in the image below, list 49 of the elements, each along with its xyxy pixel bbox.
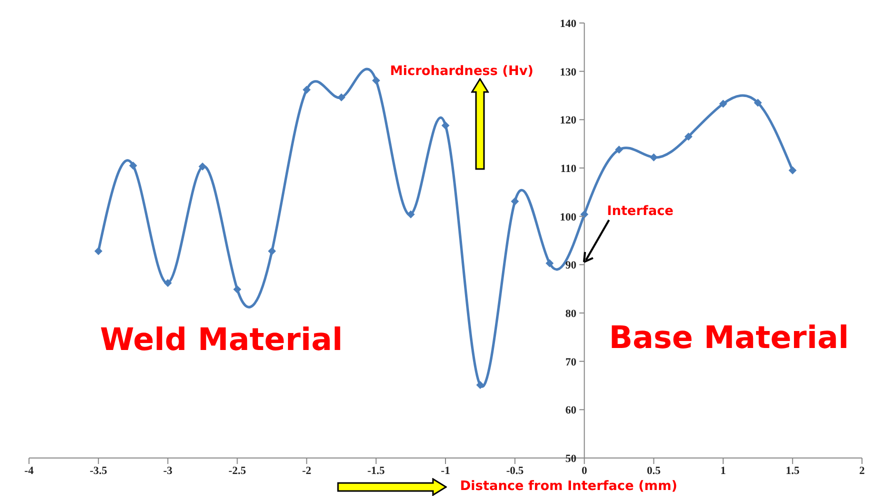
x-tick-label: -2: [302, 464, 312, 477]
x-tick-label: -1: [440, 464, 450, 477]
point: [442, 121, 450, 130]
y-tick-label: 90: [565, 260, 577, 272]
point: [546, 259, 554, 268]
y-tick-label: 110: [560, 163, 577, 175]
y-tick-label: 100: [560, 211, 577, 224]
x-tick-label: -2.5: [228, 464, 246, 477]
x-tick-label: -0.5: [506, 464, 524, 477]
point: [580, 210, 588, 218]
x-tick-label: 0.5: [646, 464, 662, 477]
y-axis-title: Microhardness (Hv): [390, 64, 534, 79]
point: [510, 197, 519, 206]
point: [372, 76, 380, 85]
x-tick-label: -1.5: [367, 464, 386, 477]
point: [476, 381, 484, 390]
point: [650, 153, 658, 162]
point: [302, 86, 311, 94]
point: [233, 285, 242, 294]
point: [615, 146, 624, 154]
point: [406, 210, 415, 218]
x-tick-label: 1: [720, 464, 726, 477]
point: [337, 93, 346, 102]
point: [164, 279, 172, 288]
x-tick-label: 2: [859, 464, 866, 477]
y-tick-label: 80: [565, 308, 577, 320]
y-tick-label: 130: [560, 66, 577, 78]
point: [129, 162, 138, 170]
point: [684, 132, 692, 141]
point: [754, 98, 762, 107]
x-tick-label: 1.5: [786, 464, 800, 477]
point: [94, 247, 102, 256]
point: [719, 100, 728, 108]
y-tick-label: 140: [560, 18, 577, 30]
point: [788, 166, 797, 174]
annotation: Base Material: [609, 320, 849, 356]
y-tick-label: 120: [560, 114, 577, 127]
x-tick-label: -3: [163, 464, 173, 477]
point: [198, 162, 207, 171]
annotation: Weld Material: [100, 322, 343, 358]
x-tick-label: -4: [24, 464, 34, 477]
y-tick-label: 70: [565, 356, 577, 368]
x-tick-label: 0: [582, 464, 588, 477]
point: [268, 247, 276, 256]
x-axis-title: Distance from Interface (mm): [460, 479, 678, 494]
x-tick-label: -3.5: [90, 464, 108, 477]
y-tick-label: 50: [565, 453, 577, 465]
annotation: Interface: [607, 204, 674, 219]
y-tick-label: 60: [565, 404, 577, 417]
